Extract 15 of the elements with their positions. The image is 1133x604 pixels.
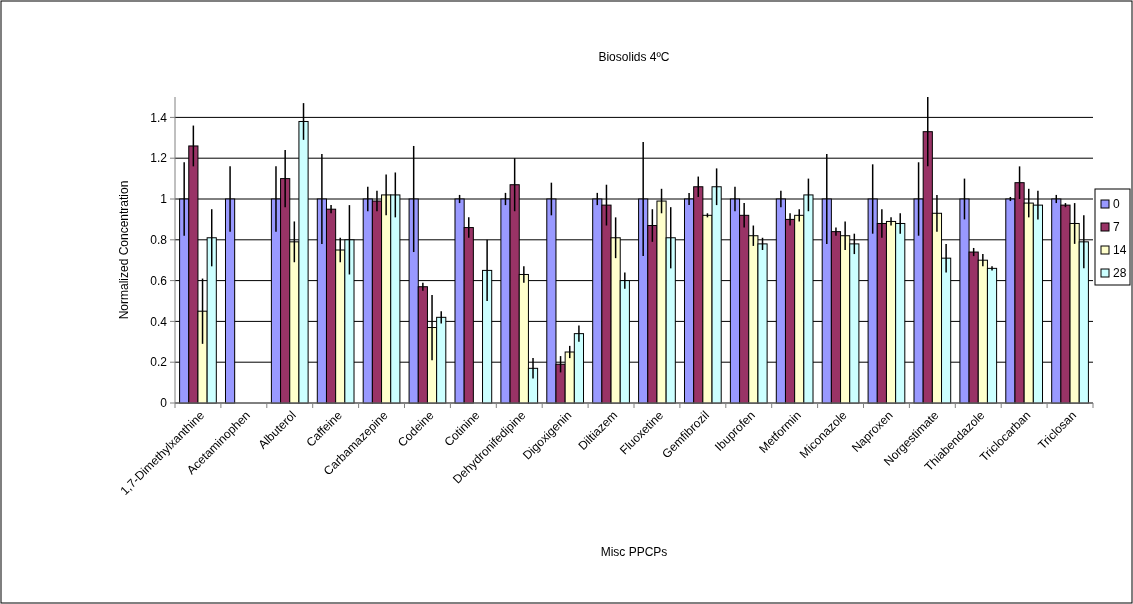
- x-axis-title: Misc PPCPs: [600, 545, 668, 559]
- y-tick-label: 0.6: [150, 273, 168, 288]
- legend-label: 14: [1113, 243, 1127, 258]
- legend-label: 0: [1113, 197, 1120, 212]
- y-tick-label: 0.4: [150, 314, 168, 329]
- legend-label: 28: [1113, 266, 1127, 281]
- chart-title: Biosolids 4ºC: [598, 50, 670, 64]
- y-axis-title: Normalized Concentration: [117, 180, 131, 320]
- legend-label: 7: [1113, 220, 1120, 235]
- y-tick-label: 0: [160, 396, 168, 411]
- y-tick-label: 0.8: [150, 233, 168, 247]
- y-tick-label: 1.2: [150, 151, 168, 166]
- y-tick-label: 1: [160, 192, 168, 207]
- y-tick-label: 1.4: [150, 110, 168, 125]
- y-tick-label: 0.2: [150, 355, 168, 370]
